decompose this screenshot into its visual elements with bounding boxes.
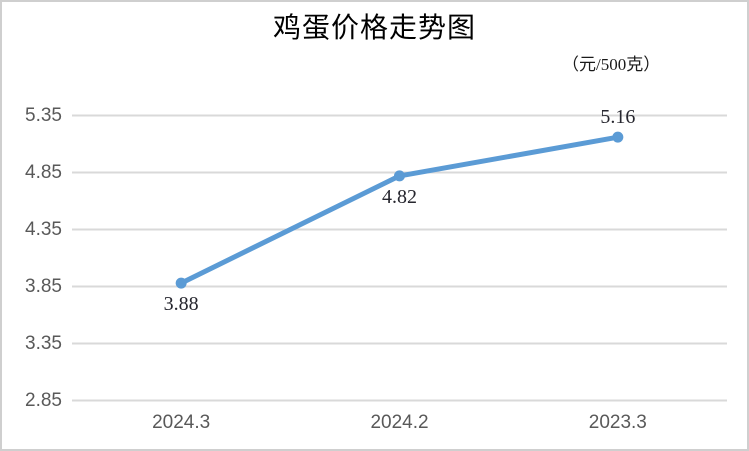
- y-tick-label: 5.35: [25, 104, 62, 126]
- data-label: 3.88: [163, 293, 199, 316]
- x-tick-label: 2024.3: [152, 412, 211, 433]
- y-tick-label: 3.35: [25, 332, 62, 354]
- y-tick-label: 4.85: [25, 161, 62, 183]
- chart-title: 鸡蛋价格走势图: [272, 13, 476, 44]
- y-tick-label: 3.85: [25, 275, 62, 297]
- x-tick-label: 2023.3: [588, 412, 647, 433]
- x-tick-label: 2024.2: [370, 412, 429, 433]
- data-point-marker: [612, 131, 624, 143]
- price-line: [178, 134, 621, 286]
- unit-label: （元/500克）: [562, 55, 661, 74]
- y-tick-label: 4.35: [25, 218, 62, 240]
- data-label: 4.82: [382, 185, 417, 208]
- data-point-marker: [394, 170, 405, 182]
- y-tick-label: 2.85: [25, 389, 62, 411]
- data-label: 5.16: [600, 106, 636, 129]
- data-point-marker: [175, 277, 187, 289]
